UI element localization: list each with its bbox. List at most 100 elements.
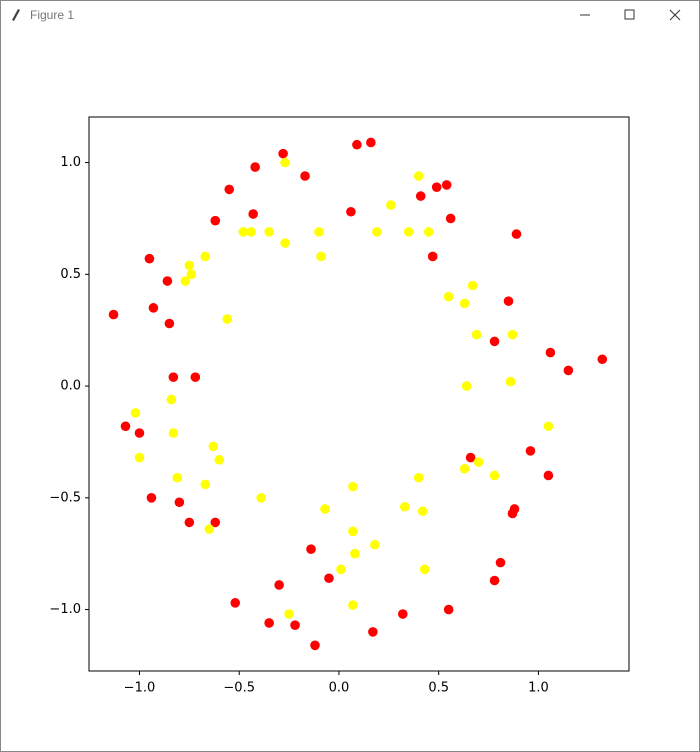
x-tick-label: 0.0 [329,681,350,696]
scatter-point [525,446,536,456]
scatter-point [130,408,141,418]
scatter-point [445,213,456,224]
scatter-point [180,276,191,286]
scatter-point [120,421,131,432]
maximize-button[interactable] [624,9,635,20]
scatter-point [162,276,173,286]
scatter-point [256,493,266,503]
scatter-point [184,517,195,528]
plot: −1.0 −0.5 0.0 0.5 1.0 −1.0 −0.5 0.0 0.5 1.0 [49,116,630,696]
scatter-point [370,539,380,550]
scatter-point [467,280,478,291]
scatter-point [368,627,378,637]
scatter-point [300,171,310,181]
scatter-point [108,309,119,320]
scatter-point [443,604,454,615]
scatter-point [144,253,155,264]
y-tick-label: −1.0 [49,602,81,617]
scatter-point [495,557,506,568]
scatter-point [443,291,454,302]
scatter-point [230,598,241,608]
scatter-point [473,457,484,467]
scatter-point [489,336,500,347]
scatter-point [489,470,500,481]
scatter-point [503,296,514,306]
scatter-point [222,314,233,324]
scatter-point [423,227,434,237]
scatter-point [350,548,360,559]
scatter-point [148,303,159,313]
scatter-point [186,269,197,280]
scatter-point [324,573,334,584]
scatter-point [248,209,258,219]
scatter-point [284,609,294,619]
scatter-point [507,508,518,519]
scatter-point [238,227,249,237]
scatter-point [471,329,482,340]
scatter-point [431,182,442,192]
scatter-point [306,544,316,555]
scatter-point [200,479,211,490]
scatter-point [146,493,157,503]
scatter-point [320,504,330,514]
scatter-point [415,191,426,201]
scatter-point [372,227,382,237]
scatter-point [278,148,288,159]
scatter-point [346,206,356,217]
close-button[interactable] [669,9,681,21]
scatter-point [250,162,260,172]
scatter-point [208,441,219,452]
scatter-point [417,506,428,517]
scatter-point [543,470,554,481]
scatter-point [316,251,326,262]
scatter-point [545,347,556,358]
scatter-point [399,501,410,512]
scatter-point [352,139,362,150]
scatter-point [366,137,376,148]
scatter-point [563,365,574,376]
x-tick-label: −0.5 [223,681,255,696]
scatter-point [348,481,358,492]
scatter-point [413,171,424,181]
scatter-point [419,564,430,575]
scatter-point [210,517,221,528]
scatter-point [397,609,408,619]
y-tick-label: 0.5 [60,267,81,282]
scatter-point [166,394,177,405]
window-title: Figure 1 [30,8,74,22]
scatter-point [336,564,346,575]
scatter-point [310,640,320,651]
scatter-point [214,455,225,465]
scatter-point [204,524,215,534]
scatter-point [459,298,470,309]
scatter-point [403,227,414,237]
axes-frame [88,116,630,672]
scatter-point [459,463,470,474]
scatter-point [134,428,145,438]
scatter-point [264,227,274,237]
scatter-point [507,329,518,340]
scatter-point [505,376,516,387]
scatter-point [200,251,211,262]
x-tick-label: 1.0 [528,681,549,696]
scatter-point [543,421,554,432]
y-tick-label: 1.0 [60,155,81,170]
scatter-point [280,238,290,248]
scatter-point [348,526,358,537]
scatter-point [210,215,221,226]
app-icon [12,9,20,21]
scatter-point [246,227,256,237]
scatter-point [168,372,179,382]
scatter-point [164,318,175,329]
scatter-point [511,229,522,239]
scatter-point [386,200,396,210]
scatter-point [597,354,608,365]
x-tick-label: 0.5 [428,681,449,696]
x-tick-label: −1.0 [124,681,156,696]
scatter-point [172,472,183,483]
scatter-point [264,618,274,628]
scatter-point [427,251,438,262]
